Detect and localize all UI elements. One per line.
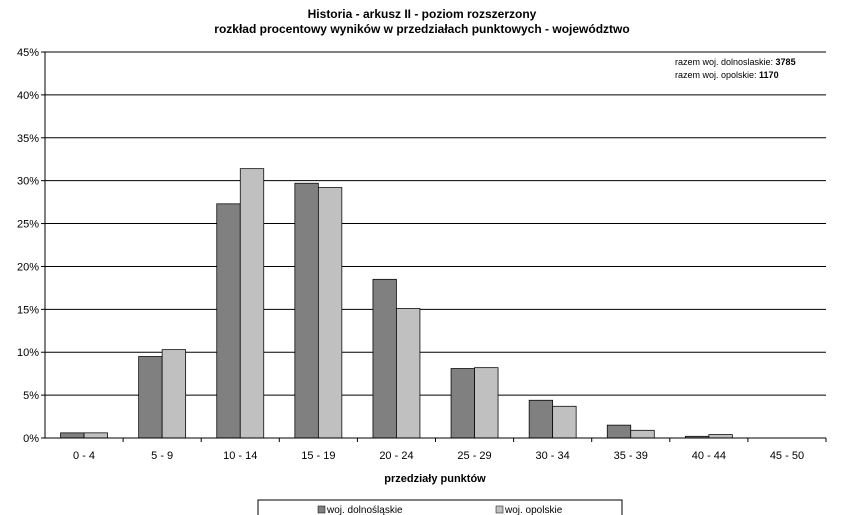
- bar-opolskie: [83, 432, 108, 439]
- bar-dolnoslaskie: [60, 432, 85, 439]
- x-tick-label: 45 - 50: [770, 450, 804, 462]
- bar-dolnoslaskie: [450, 368, 475, 439]
- bar-dolnoslaskie: [372, 278, 397, 439]
- annotation-dolnoslaskie-value: 3785: [776, 57, 796, 67]
- x-tick-label: 15 - 19: [301, 450, 335, 462]
- y-tick-label: 30%: [17, 176, 39, 188]
- annotation-opolskie: razem woj. opolskie: 1170: [675, 70, 779, 80]
- y-tick-label: 40%: [17, 90, 39, 102]
- legend-label-opolskie: woj. opolskie: [504, 505, 563, 515]
- x-tick-label: 20 - 24: [379, 450, 413, 462]
- annotation-opolskie-label: razem woj. opolskie:: [675, 70, 759, 80]
- bar-dolnoslaskie: [216, 203, 241, 439]
- y-tick-label: 10%: [17, 347, 39, 359]
- bar-opolskie: [708, 434, 733, 439]
- annotation-totals: razem woj. dolnoslaskie: 3785 razem woj.…: [675, 57, 796, 80]
- y-tick-label: 0%: [23, 433, 39, 445]
- legend-label-dolnoslaskie: woj. dolnośląskie: [326, 505, 403, 515]
- y-tick-label: 45%: [17, 47, 39, 59]
- y-axis-ticks: 0% 5% 10% 15% 20% 25% 30% 35% 40% 45%: [17, 47, 45, 445]
- x-tick-label: 40 - 44: [692, 450, 726, 462]
- bar-dolnoslaskie: [528, 399, 554, 439]
- y-tick-label: 20%: [17, 261, 39, 273]
- bar-dolnoslaskie: [606, 424, 632, 439]
- annotation-dolnoslaskie-label: razem woj. dolnoslaskie:: [675, 57, 776, 67]
- bar-opolskie: [161, 349, 187, 439]
- x-axis-ticks: 0 - 4 5 - 9 10 - 14 15 - 19 20 - 24 25 - 29 30…: [73, 438, 827, 462]
- x-tick-label: 10 - 14: [223, 450, 257, 462]
- x-tick-label: 5 - 9: [151, 450, 173, 462]
- annotation-dolnoslaskie: razem woj. dolnoslaskie: 3785: [675, 57, 796, 67]
- x-tick-label: 0 - 4: [73, 450, 95, 462]
- y-tick-label: 35%: [17, 133, 39, 145]
- bar-opolskie: [552, 405, 577, 439]
- x-tick-label: 25 - 29: [457, 450, 491, 462]
- bar-dolnoslaskie: [294, 182, 319, 439]
- y-tick-label: 15%: [17, 304, 39, 316]
- bars: [60, 168, 733, 439]
- annotation-opolskie-value: 1170: [759, 70, 779, 80]
- chart-title: Historia - arkusz II - poziom rozszerzon…: [308, 7, 537, 21]
- bar-opolskie: [630, 429, 655, 439]
- legend: woj. dolnośląskie woj. opolskie: [257, 499, 623, 515]
- x-tick-label: 35 - 39: [614, 450, 648, 462]
- bar-opolskie: [239, 168, 265, 439]
- legend-swatch-dolnoslaskie: [317, 505, 326, 514]
- bar-opolskie: [317, 187, 343, 439]
- x-axis-label: przedziały punktów: [384, 473, 486, 485]
- gridlines: [45, 51, 826, 396]
- legend-box: [257, 499, 623, 515]
- x-tick-label: 30 - 34: [536, 450, 570, 462]
- y-tick-label: 25%: [17, 219, 39, 231]
- chart-subtitle: rozkład procentowy wyników w przedziałac…: [214, 22, 629, 36]
- bar-opolskie: [474, 367, 499, 439]
- bar-dolnoslaskie: [138, 356, 163, 439]
- legend-swatch-opolskie: [495, 505, 504, 514]
- y-tick-label: 5%: [23, 390, 39, 402]
- bar-opolskie: [396, 308, 421, 439]
